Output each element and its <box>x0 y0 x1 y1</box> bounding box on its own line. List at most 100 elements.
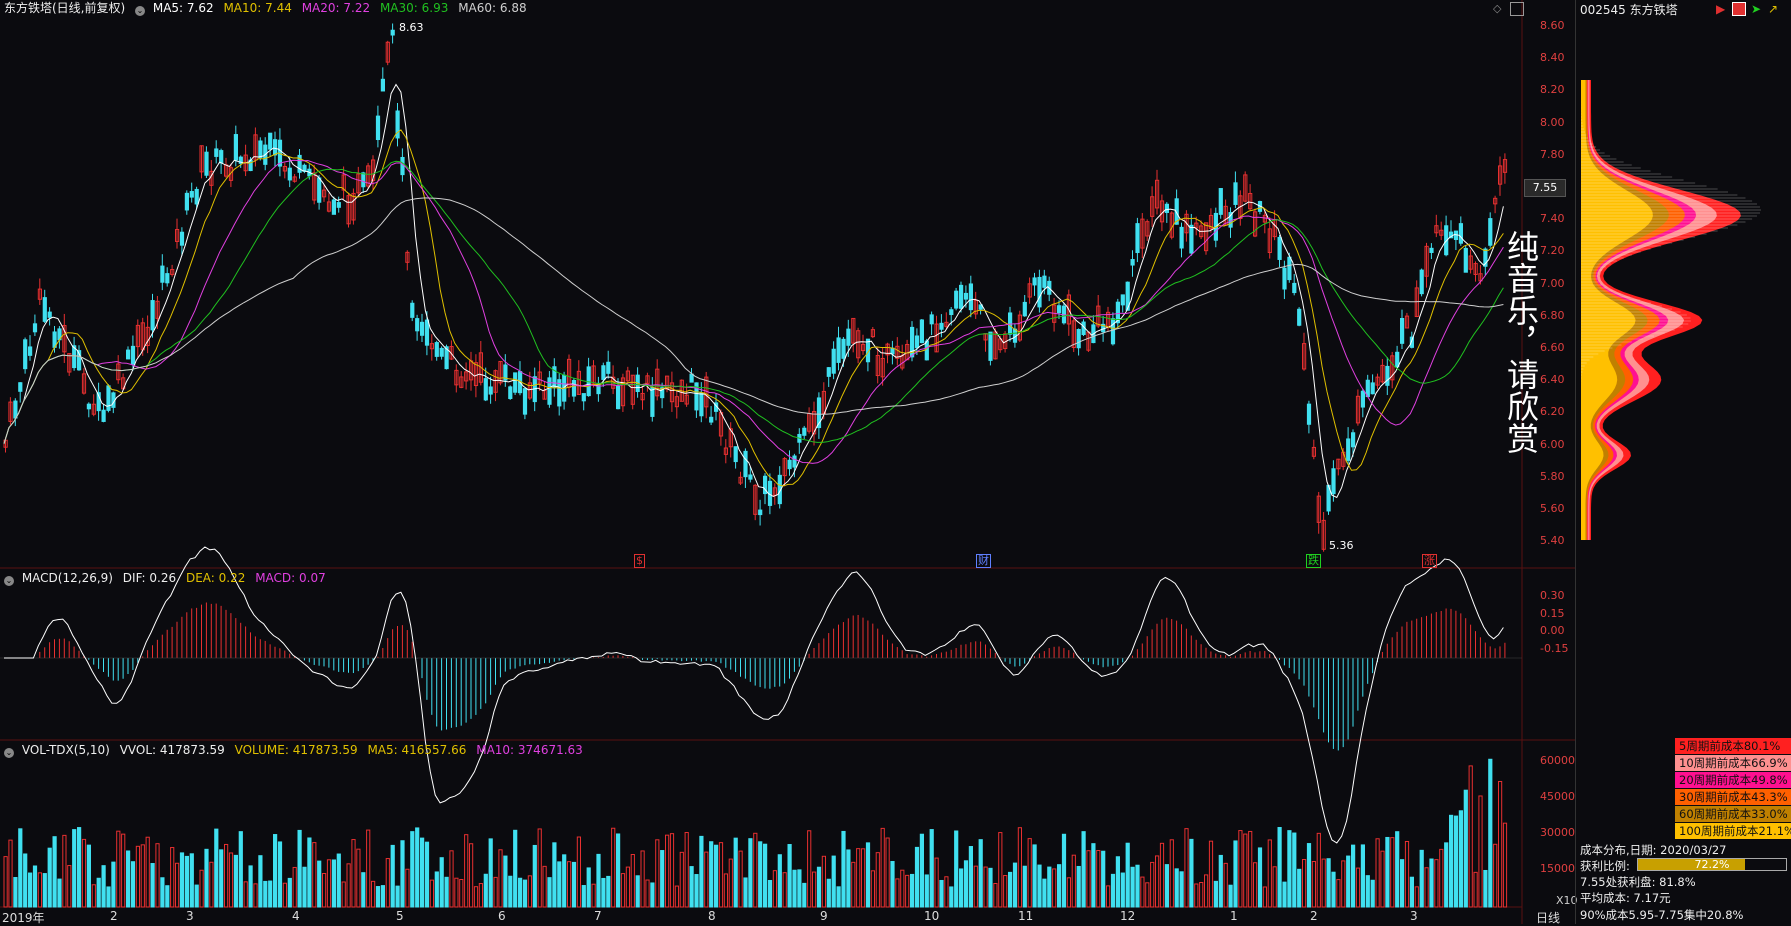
ma30-label: MA30: 6.93 <box>379 1 449 15</box>
volume-bar <box>665 834 670 908</box>
volume-bar <box>983 866 988 908</box>
candle <box>1017 314 1022 341</box>
candle <box>919 319 924 344</box>
collapse-icon[interactable]: ⌄ <box>135 6 146 16</box>
volume-bar <box>258 855 263 908</box>
volume-bar <box>586 867 591 908</box>
ma20-label: MA20: 7.22 <box>301 1 371 15</box>
volume-bar <box>346 863 351 908</box>
volume-bar <box>532 844 537 908</box>
volume-bar <box>738 850 743 908</box>
candle <box>405 251 410 263</box>
candle <box>214 148 219 157</box>
candle <box>537 371 542 384</box>
month-label: 2 <box>110 909 118 923</box>
volume-bar <box>954 830 959 908</box>
diamond-icon[interactable]: ◇ <box>1493 2 1502 15</box>
candle <box>1385 365 1390 386</box>
volume-bar <box>919 833 924 908</box>
axis-tick: 7.40 <box>1540 212 1565 226</box>
candle <box>1037 276 1042 308</box>
candle <box>777 474 782 505</box>
volume-bar <box>772 870 777 908</box>
kline-chart-canvas[interactable] <box>0 0 1575 924</box>
event-marker[interactable]: 涨 <box>1422 554 1437 568</box>
volume-bar <box>459 879 464 908</box>
axis-tick: 5.40 <box>1540 534 1565 548</box>
volume-bar <box>611 827 616 908</box>
candle <box>1042 275 1047 288</box>
candle <box>199 145 204 173</box>
candle <box>1498 165 1503 185</box>
volume-bar <box>1292 832 1297 908</box>
event-marker[interactable]: 财 <box>976 554 991 568</box>
candle <box>1355 395 1361 424</box>
profit-bar: 72.2% <box>1637 858 1787 871</box>
volume-bar <box>1248 830 1253 908</box>
candle <box>346 195 351 225</box>
candle <box>189 191 194 198</box>
volume-bar <box>179 852 185 908</box>
vol-collapse-icon[interactable]: ⌄ <box>4 748 14 758</box>
volume-bar <box>846 849 851 908</box>
candle <box>826 367 831 377</box>
volume-bar <box>1120 872 1125 908</box>
volume-bar <box>1449 814 1454 908</box>
volume-bar <box>1101 850 1106 908</box>
volume-bar <box>1135 864 1140 908</box>
volume-bar <box>361 872 366 908</box>
ma60-label: MA60: 6.88 <box>458 1 527 15</box>
candle <box>282 165 287 172</box>
volume-bar <box>91 884 96 908</box>
candle <box>292 176 297 182</box>
volume-bar <box>1429 858 1434 908</box>
macd-collapse-icon[interactable]: ⌄ <box>4 576 14 586</box>
candle <box>361 172 366 188</box>
candle <box>204 151 209 176</box>
candle <box>439 347 444 357</box>
candle <box>660 387 665 399</box>
volume-bar <box>601 877 606 908</box>
volume-bar <box>1444 842 1449 908</box>
event-marker[interactable]: $ <box>634 554 645 568</box>
candle <box>420 321 425 336</box>
volume-bar <box>18 828 23 908</box>
candle <box>733 446 738 463</box>
axis-tick: 0.00 <box>1540 624 1565 637</box>
chart-tool-icon[interactable]: ↗ <box>1768 2 1779 16</box>
candle <box>547 377 552 405</box>
candle <box>81 373 87 394</box>
candle <box>1502 159 1508 173</box>
candle <box>478 352 483 383</box>
volume-bar <box>1468 765 1473 908</box>
volume-bar <box>375 886 381 908</box>
volume-bar <box>748 838 753 908</box>
volume-bar <box>8 839 13 908</box>
candle <box>322 189 327 198</box>
candle <box>1267 228 1272 253</box>
candle <box>37 288 42 300</box>
event-marker[interactable]: 跌 <box>1306 554 1321 568</box>
active-tool-icon[interactable] <box>1732 2 1746 16</box>
chart-area[interactable]: 东方铁塔(日线,前复权) ⌄ MA5: 7.62 MA10: 7.44 MA20… <box>0 0 1578 925</box>
window-icon[interactable] <box>1510 2 1524 16</box>
volume-bar <box>1341 860 1346 908</box>
volume-bar <box>1233 840 1238 908</box>
candle <box>106 385 111 411</box>
candle <box>812 411 817 435</box>
vol-ma5: MA5: 416557.66 <box>367 743 467 757</box>
volume-bar <box>140 844 145 908</box>
flag-icon[interactable]: ▶ <box>1716 2 1726 16</box>
volume-bar <box>135 845 141 908</box>
candle <box>1057 305 1062 314</box>
candle <box>630 374 635 405</box>
volume-bar <box>1272 866 1277 908</box>
volume-bar <box>1483 869 1488 908</box>
arrow-tool-icon[interactable]: ➤ <box>1751 2 1762 16</box>
volume-bar <box>380 885 385 908</box>
volume-bar <box>694 874 699 908</box>
volume-bar <box>518 877 523 908</box>
candle <box>934 323 939 353</box>
candle <box>885 343 890 356</box>
volume-bar <box>67 865 72 908</box>
